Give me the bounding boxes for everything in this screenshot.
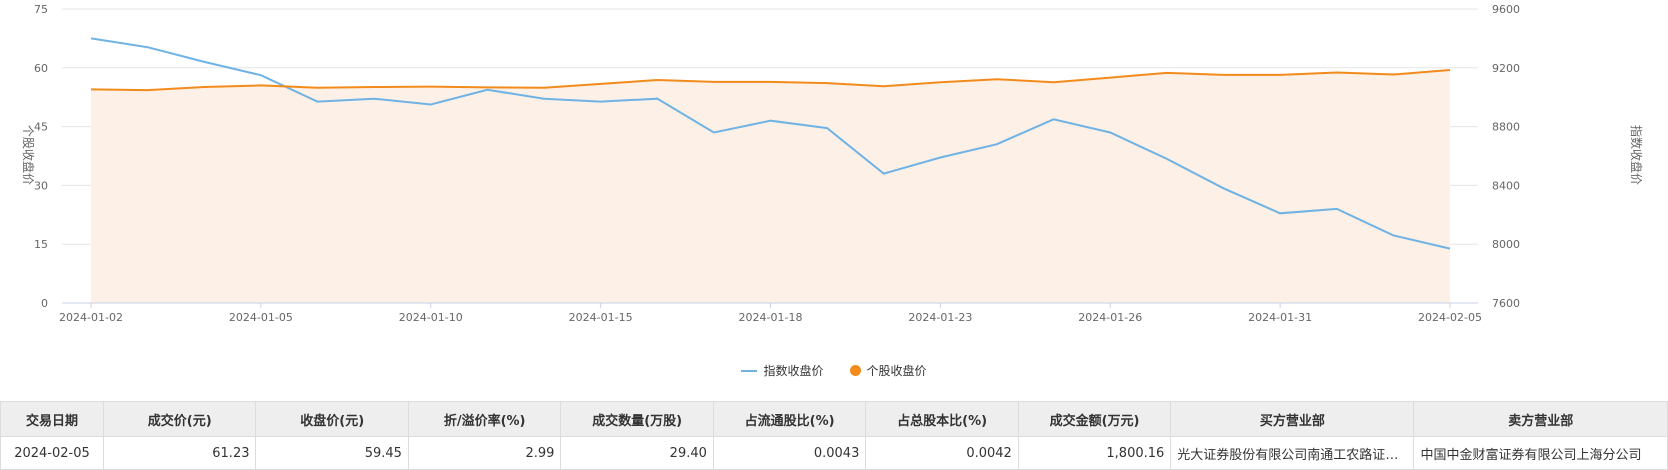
stock-close-area [91,70,1450,303]
right-tick-label: 9200 [1492,62,1520,75]
left-tick-label: 75 [34,3,48,16]
cell-amount: 1,800.16 [1017,436,1172,470]
x-tick-label: 2024-01-10 [399,311,463,324]
x-tick-label: 2024-01-02 [59,311,123,324]
right-tick-label: 8000 [1492,238,1520,251]
legend-item-index[interactable]: 指数收盘价 [741,362,824,379]
right-tick-label: 9600 [1492,3,1520,16]
left-axis-title: 个股收盘价 [21,125,36,185]
header-premium-rate: 折/溢价率(%) [407,401,562,437]
header-close-price: 收盘价(元) [255,401,409,437]
legend-item-stock[interactable]: 个股收盘价 [849,362,927,379]
cell-trade-price: 61.23 [103,436,257,470]
legend-label-stock: 个股收盘价 [866,364,927,378]
x-tick-label: 2024-01-18 [739,311,803,324]
x-tick-label: 2024-01-26 [1078,311,1142,324]
right-tick-label: 7600 [1492,297,1520,310]
cell-volume: 29.40 [560,436,714,470]
legend-line-swatch [741,369,758,372]
left-tick-label: 45 [34,121,48,134]
header-buyer: 买方营业部 [1170,401,1415,437]
legend-label-index: 指数收盘价 [763,364,824,378]
right-tick-label: 8400 [1492,179,1520,192]
x-tick-label: 2024-01-05 [229,311,293,324]
x-tick-label: 2024-01-23 [908,311,972,324]
cell-close-price: 59.45 [255,436,409,470]
cell-buyer[interactable]: 光大证券股份有限公司南通工农路证券营业部 [1170,436,1415,470]
header-float-ratio: 占流通股比(%) [712,401,867,437]
header-amount: 成交金额(万元) [1017,401,1172,437]
axes: 0 7600 15 8000 30 8400 45 8800 60 9200 75 9600 2024-… [34,3,1520,324]
stock-index-line-chart: 0 7600 15 8000 30 8400 45 8800 60 9200 75 9600 2024-… [21,3,1644,324]
left-tick-label: 60 [34,62,48,75]
left-tick-label: 15 [34,238,48,251]
x-tick-label: 2024-01-31 [1248,311,1312,324]
block-trade-table: 交易日期 成交价(元) 收盘价(元) 折/溢价率(%) 成交数量(万股) 占流通… [0,401,1668,470]
chart-legend: 指数收盘价 个股收盘价 [0,362,1668,379]
header-total-ratio: 占总股本比(%) [865,401,1019,437]
legend-dot-swatch [849,365,861,376]
cell-trade-date: 2024-02-05 [0,436,105,470]
table-header-row: 交易日期 成交价(元) 收盘价(元) 折/溢价率(%) 成交数量(万股) 占流通… [0,401,1668,437]
cell-premium-rate: 2.99 [407,436,562,470]
left-tick-label: 0 [41,297,48,310]
cell-float-ratio: 0.0043 [712,436,867,470]
x-tick-label: 2024-01-15 [569,311,633,324]
left-tick-label: 30 [34,179,48,192]
table-row: 2024-02-05 61.23 59.45 2.99 29.40 0.0043… [0,436,1668,470]
cell-total-ratio: 0.0042 [865,436,1019,470]
cell-seller[interactable]: 中国中金财富证券有限公司上海分公司 [1413,436,1668,470]
right-tick-label: 8800 [1492,121,1520,134]
header-volume: 成交数量(万股) [560,401,714,437]
x-tick-label: 2024-02-05 [1418,311,1482,324]
right-axis-title: 指数收盘价 [1629,125,1644,185]
series-line-stock-close [90,69,1451,92]
series-line-index-close [90,37,1451,250]
header-seller: 卖方营业部 [1413,401,1668,437]
header-trade-date: 交易日期 [0,401,105,437]
header-trade-price: 成交价(元) [103,401,257,437]
